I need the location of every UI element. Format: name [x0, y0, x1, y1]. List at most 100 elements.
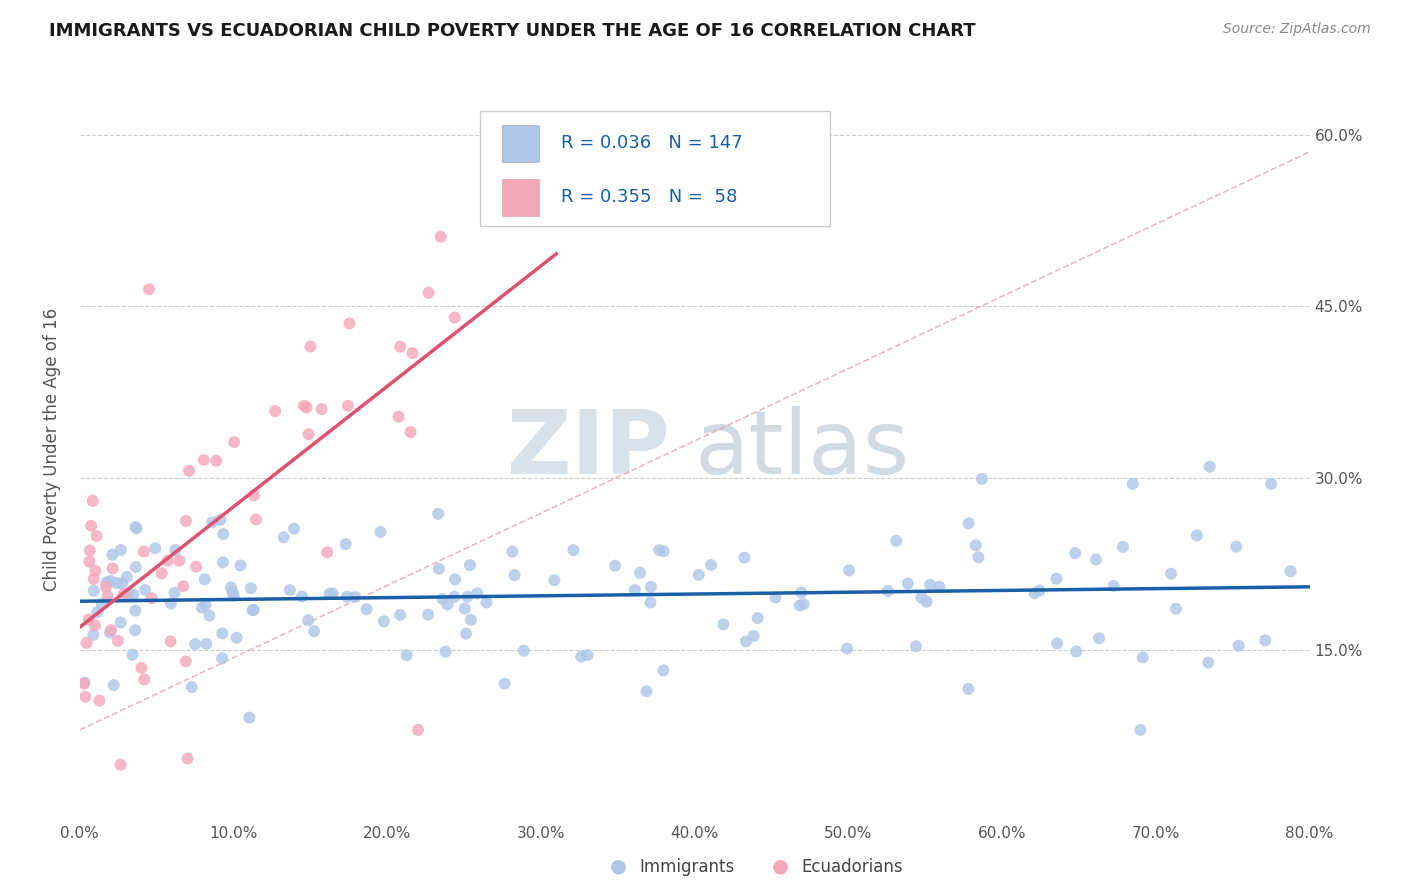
Point — [569, 649, 592, 664]
Point — [73, 676, 96, 690]
Point — [219, 580, 242, 594]
Point — [291, 590, 314, 604]
Point — [876, 583, 898, 598]
Point — [239, 581, 262, 595]
Point — [105, 576, 128, 591]
Point — [212, 555, 235, 569]
Point — [443, 590, 465, 604]
Point — [101, 548, 124, 562]
Point — [98, 625, 121, 640]
Text: IMMIGRANTS VS ECUADORIAN CHILD POVERTY UNDER THE AGE OF 16 CORRELATION CHART: IMMIGRANTS VS ECUADORIAN CHILD POVERTY U… — [49, 22, 976, 40]
Point — [915, 595, 938, 609]
Point — [1122, 476, 1144, 491]
Point — [125, 560, 148, 574]
Point — [1160, 566, 1182, 581]
FancyBboxPatch shape — [479, 111, 830, 227]
Point — [1102, 579, 1125, 593]
Point — [603, 558, 626, 573]
Point — [299, 339, 322, 353]
Point — [131, 661, 153, 675]
Point — [264, 404, 287, 418]
Point — [458, 558, 481, 573]
Point — [957, 516, 980, 531]
Point — [793, 597, 815, 611]
Point — [373, 615, 395, 629]
Point — [273, 530, 295, 544]
Point — [416, 607, 439, 622]
Point — [101, 561, 124, 575]
Point — [224, 435, 246, 450]
Point — [1028, 583, 1050, 598]
Point — [111, 576, 134, 591]
Point — [1197, 656, 1219, 670]
Point — [245, 512, 267, 526]
Point — [399, 425, 422, 440]
Point — [370, 524, 392, 539]
Point — [965, 538, 987, 552]
Point — [177, 464, 200, 478]
Point — [1088, 632, 1111, 646]
Point — [543, 574, 565, 588]
Point — [897, 576, 920, 591]
Point — [316, 545, 339, 559]
Point — [432, 591, 454, 606]
Point — [174, 654, 197, 668]
Point — [1064, 546, 1087, 560]
Point — [191, 600, 214, 615]
Point — [77, 613, 100, 627]
Point — [742, 629, 765, 643]
Point — [623, 583, 645, 598]
Text: Source: ZipAtlas.com: Source: ZipAtlas.com — [1223, 22, 1371, 37]
Point — [180, 680, 202, 694]
Point — [211, 651, 233, 665]
Point — [242, 603, 264, 617]
Point — [124, 604, 146, 618]
Point — [83, 572, 105, 586]
Point — [165, 543, 187, 558]
Point — [1046, 636, 1069, 650]
Point — [628, 566, 651, 580]
Point — [225, 631, 247, 645]
Text: R = 0.036   N = 147: R = 0.036 N = 147 — [561, 134, 742, 153]
Point — [920, 578, 942, 592]
Point — [83, 583, 105, 598]
Point — [297, 613, 319, 627]
Point — [242, 603, 264, 617]
Point — [283, 522, 305, 536]
Point — [928, 580, 950, 594]
Point — [122, 588, 145, 602]
FancyBboxPatch shape — [502, 178, 538, 216]
Point — [86, 529, 108, 543]
Point — [195, 637, 218, 651]
Point — [150, 566, 173, 581]
Point — [335, 537, 357, 551]
Point — [194, 598, 217, 612]
Point — [576, 648, 599, 662]
Point — [110, 757, 132, 772]
Point — [318, 587, 340, 601]
Point — [100, 574, 122, 588]
Point — [747, 611, 769, 625]
Point — [295, 401, 318, 415]
Point — [733, 550, 755, 565]
Point — [124, 520, 146, 534]
Point — [90, 597, 112, 611]
Point — [1064, 644, 1087, 658]
Point — [790, 585, 813, 599]
Point — [100, 623, 122, 637]
Point — [427, 562, 450, 576]
Point — [86, 605, 108, 619]
Point — [132, 544, 155, 558]
Point — [1225, 540, 1247, 554]
Point — [159, 634, 181, 648]
Point — [501, 545, 523, 559]
Point — [97, 589, 120, 603]
Point — [73, 675, 96, 690]
Point — [212, 527, 235, 541]
Text: ●: ● — [772, 857, 789, 876]
Point — [1164, 602, 1187, 616]
Point — [194, 572, 217, 586]
Point — [311, 402, 333, 417]
Point — [134, 582, 156, 597]
Point — [389, 340, 412, 354]
